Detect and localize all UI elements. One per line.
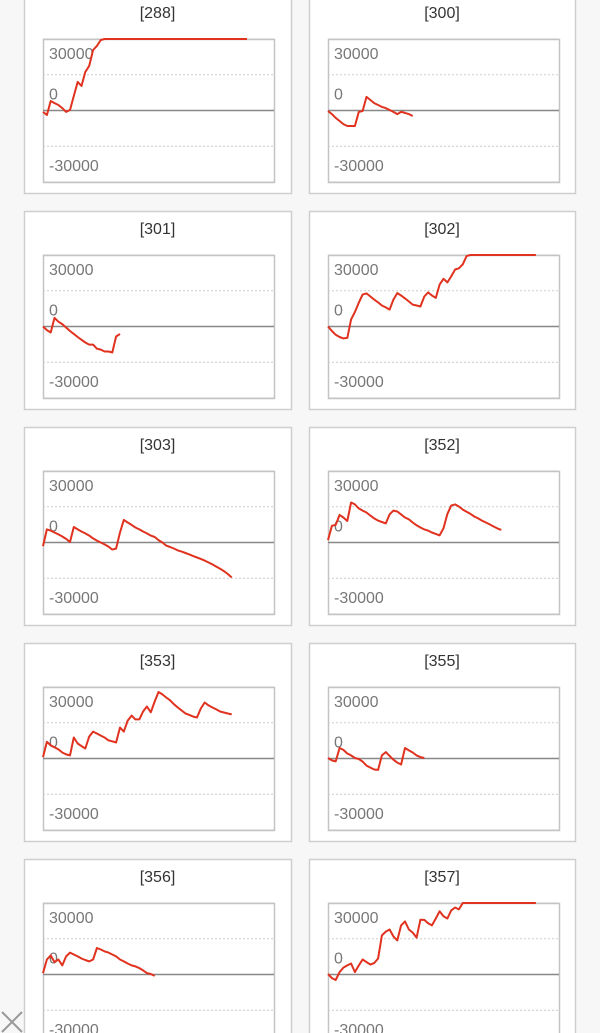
y-tick-label: 30000: [49, 694, 94, 711]
y-tick-label: 0: [334, 951, 343, 968]
data-line: [42, 38, 247, 116]
y-tick-label: 30000: [49, 46, 94, 63]
chart-title: [288]: [140, 5, 176, 22]
y-tick-label: 0: [334, 303, 343, 320]
y-tick-label: -30000: [334, 590, 384, 607]
data-line: [327, 747, 425, 771]
data-line: [42, 691, 232, 758]
y-tick-label: 30000: [334, 262, 379, 279]
data-line: [327, 95, 414, 127]
y-tick-label: 30000: [334, 694, 379, 711]
data-line: [42, 518, 233, 579]
y-tick-label: 0: [49, 519, 58, 536]
chart-title: [302]: [424, 221, 460, 238]
y-tick-label: -30000: [334, 374, 384, 391]
data-line: [42, 316, 121, 354]
y-tick-label: -30000: [49, 1022, 99, 1033]
chart-card: [353] -30000 0 30000: [23, 642, 293, 843]
data-line: [327, 902, 536, 981]
y-tick-label: 0: [334, 735, 343, 752]
chart-card: [352] -30000 0 30000: [308, 426, 577, 627]
chart-card: [302] -30000 0 30000: [308, 210, 577, 411]
data-line: [327, 501, 502, 541]
y-tick-label: 0: [334, 519, 343, 536]
plot-area: [327, 902, 561, 1033]
plot-area: [42, 902, 276, 1033]
chart-card: [300] -30000 0 30000: [308, 0, 577, 195]
chart-title: [300]: [424, 5, 460, 22]
y-tick-label: -30000: [334, 158, 384, 175]
y-tick-label: -30000: [49, 374, 99, 391]
y-tick-label: -30000: [49, 806, 99, 823]
y-tick-label: -30000: [334, 1022, 384, 1033]
y-tick-label: 30000: [334, 478, 379, 495]
data-line: [42, 947, 156, 977]
data-line: [327, 254, 536, 340]
chart-title: [355]: [424, 653, 460, 670]
chart-card: [301] -30000 0 30000: [23, 210, 293, 411]
y-tick-label: 30000: [49, 262, 94, 279]
chart-title: [303]: [140, 437, 176, 454]
close-icon[interactable]: [1, 1011, 23, 1033]
y-tick-label: 30000: [49, 910, 94, 927]
chart-card: [288] -30000 0 30000: [23, 0, 293, 195]
y-tick-label: 30000: [334, 910, 379, 927]
y-tick-label: 0: [49, 735, 58, 752]
chart-card: [355] -30000 0 30000: [308, 642, 577, 843]
close-stroke: [1, 1011, 23, 1033]
y-tick-label: 30000: [334, 46, 379, 63]
y-tick-label: -30000: [49, 590, 99, 607]
y-tick-label: -30000: [334, 806, 384, 823]
chart-card: [357] -30000 0 30000: [308, 858, 577, 1033]
chart-title: [352]: [424, 437, 460, 454]
chart-card: [303] -30000 0 30000: [23, 426, 293, 627]
y-tick-label: 0: [49, 87, 58, 104]
chart-title: [357]: [424, 869, 460, 886]
y-tick-label: 0: [49, 303, 58, 320]
y-tick-label: 0: [334, 87, 343, 104]
chart-title: [301]: [140, 221, 176, 238]
y-tick-label: -30000: [49, 158, 99, 175]
chart-title: [353]: [140, 653, 176, 670]
y-tick-label: 30000: [49, 478, 94, 495]
chart-title: [356]: [140, 869, 176, 886]
